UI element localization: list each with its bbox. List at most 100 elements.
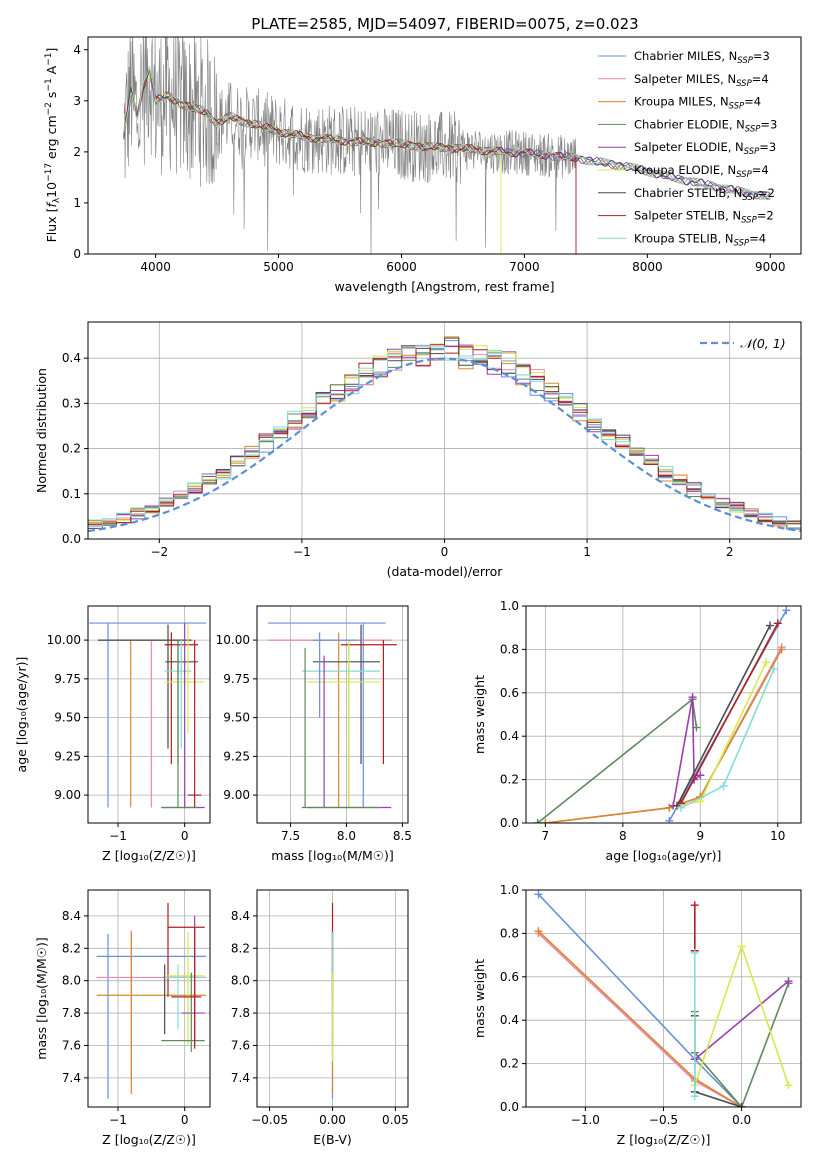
y-tick-label: 8.2 bbox=[231, 941, 250, 955]
legend-subscript: SSP bbox=[729, 102, 745, 112]
y-tick-label: 10.00 bbox=[47, 633, 81, 647]
y-tick-label: 1 bbox=[73, 196, 81, 210]
x-tick-label: 4000 bbox=[140, 260, 171, 274]
x-axis-label: wavelength [Angstrom, rest frame] bbox=[334, 279, 554, 294]
y-tick-label: 9.25 bbox=[223, 749, 250, 763]
y-tick-label: 7.6 bbox=[62, 1038, 81, 1052]
y-tick-label: 0.0 bbox=[500, 816, 519, 830]
legend-entry: Salpeter ELODIE, NSSP=3 bbox=[634, 140, 776, 157]
y-tick-label: 0.1 bbox=[62, 487, 81, 501]
y-tick-label: 0.6 bbox=[500, 970, 519, 984]
axes-frame bbox=[256, 605, 409, 824]
legend-entry: Kroupa MILES, NSSP=4 bbox=[634, 95, 761, 112]
legend-subscript: SSP bbox=[736, 79, 752, 89]
plot-area bbox=[96, 902, 206, 1099]
x-tick-label: 0.00 bbox=[319, 1113, 346, 1127]
grid bbox=[88, 606, 210, 823]
x-axis-label: Z [log₁₀(Z/Z☉)] bbox=[102, 848, 196, 863]
x-tick-label: 0 bbox=[181, 1113, 189, 1127]
y-tick-label: 1.0 bbox=[500, 883, 519, 897]
legend-subscript: SSP bbox=[741, 216, 757, 226]
massweight-vs-metallicity-panel: −1.0 −0.5 0.0 0.0 0.2 0.4 0.6 0.8 1.0 Z [log₁₀(Z/… bbox=[472, 883, 802, 1147]
y-tick-label: 10.00 bbox=[216, 633, 250, 647]
y-axis-label-part: s bbox=[44, 92, 59, 103]
y-axis-label-part: erg cm bbox=[44, 115, 59, 163]
y-axis-label-part: ] bbox=[44, 48, 59, 53]
legend-entry: Chabrier MILES, NSSP=3 bbox=[634, 49, 770, 66]
mass-vs-metallicity-panel: −1 0 7.4 7.6 7.8 8.0 8.2 8.4 Z [log₁₀(Z/Z☉)] mass… bbox=[34, 889, 211, 1147]
legend-series-name: Salpeter ELODIE, N bbox=[634, 140, 744, 154]
x-tick-label: 9 bbox=[696, 829, 704, 843]
y-tick-label: 7.4 bbox=[62, 1071, 81, 1085]
figure-title: PLATE=2585, MJD=54097, FIBERID=0075, z=0… bbox=[251, 15, 638, 33]
series-marker bbox=[769, 664, 778, 673]
y-tick-label: 4 bbox=[73, 43, 81, 57]
x-tick-label: 0 bbox=[181, 829, 189, 843]
age-vs-metallicity-panel: −1 0 9.00 9.25 9.50 9.75 10.00 Z [log₁₀(Z/Z☉)] a… bbox=[14, 605, 211, 863]
x-tick-label: 0.05 bbox=[382, 1113, 409, 1127]
legend-subscript: SSP bbox=[742, 193, 758, 203]
y-axis-label: Normed distribution bbox=[34, 368, 49, 493]
x-tick-label: −0.05 bbox=[251, 1113, 288, 1127]
y-axis-label: age [log₁₀(age/yr)] bbox=[14, 657, 29, 773]
y-tick-label: 0.6 bbox=[500, 686, 519, 700]
plot-area bbox=[533, 606, 791, 823]
y-tick-label: 0.2 bbox=[500, 773, 519, 787]
legend-series-name: Kroupa ELODIE, N bbox=[634, 163, 736, 177]
age-vs-mass-panel: 7.5 8.0 8.5 9.00 9.25 9.50 9.75 10.00 mass [log₁… bbox=[216, 605, 412, 863]
y-tick-label: 9.00 bbox=[223, 788, 250, 802]
series-marker bbox=[534, 890, 543, 899]
x-tick-label: 1 bbox=[583, 545, 591, 559]
data-spectrum-line bbox=[123, 37, 577, 254]
y-tick-label: 9.50 bbox=[54, 711, 81, 725]
x-tick-label: 8.0 bbox=[337, 829, 356, 843]
series-marker bbox=[665, 816, 674, 823]
grid bbox=[257, 606, 408, 823]
x-tick-label: 7.5 bbox=[281, 829, 300, 843]
x-axis-label: (data-model)/error bbox=[387, 564, 504, 579]
x-axis-label: mass [log₁₀(M/M☉)] bbox=[271, 848, 393, 863]
axes-frame bbox=[87, 889, 211, 1108]
legend-nssp-value: =4 bbox=[744, 95, 761, 109]
series-marker bbox=[784, 1081, 793, 1090]
y-tick-label: 7.8 bbox=[62, 1006, 81, 1020]
x-tick-label: 7000 bbox=[509, 260, 540, 274]
y-tick-label: 3 bbox=[73, 94, 81, 108]
axes-frame bbox=[87, 36, 802, 255]
legend-nssp-value: =3 bbox=[759, 140, 776, 154]
y-tick-label: 0.0 bbox=[62, 532, 81, 546]
x-axis-label: Z [log₁₀(Z/Z☉)] bbox=[617, 1132, 711, 1147]
plot-area bbox=[88, 336, 801, 533]
legend-series-name: Salpeter STELIB, N bbox=[634, 209, 741, 223]
x-tick-label: −1 bbox=[109, 829, 127, 843]
grid bbox=[526, 605, 801, 824]
series-line-salpeter-elodie bbox=[694, 980, 790, 1060]
residuals-panel: −2 −1 0 1 2 0.0 0.1 0.2 0.3 0.4 (data-model)/error… bbox=[34, 321, 802, 579]
series-marker bbox=[534, 927, 543, 936]
x-axis-label: age [log₁₀(age/yr)] bbox=[606, 848, 722, 863]
x-tick-label: −1 bbox=[293, 545, 311, 559]
plot-area bbox=[268, 622, 397, 809]
legend-series-name: Chabrier STELIB, N bbox=[634, 186, 742, 200]
x-tick-label: 7 bbox=[542, 829, 550, 843]
y-tick-label: 7.4 bbox=[231, 1071, 250, 1085]
y-tick-label: 1.0 bbox=[500, 599, 519, 613]
y-axis-label: mass weight bbox=[472, 675, 487, 754]
y-tick-label: 0.8 bbox=[500, 642, 519, 656]
axes-frame bbox=[87, 605, 211, 824]
series-marker bbox=[690, 901, 699, 910]
y-tick-label: 8.4 bbox=[231, 909, 250, 923]
y-tick-label: 0.2 bbox=[500, 1057, 519, 1071]
y-axis-label-part: f bbox=[44, 202, 59, 208]
y-tick-label: 8.2 bbox=[62, 941, 81, 955]
series-marker bbox=[533, 819, 542, 823]
series-marker bbox=[737, 942, 746, 951]
y-tick-label: 0.4 bbox=[500, 729, 519, 743]
y-axis-label-part: λ bbox=[52, 197, 62, 203]
y-tick-label: 0.0 bbox=[500, 1100, 519, 1114]
series-marker bbox=[676, 803, 685, 812]
series-marker bbox=[690, 948, 699, 957]
legend-entry: Salpeter STELIB, NSSP=2 bbox=[634, 209, 774, 226]
x-tick-label: −0.5 bbox=[649, 1113, 678, 1127]
legend-subscript: SSP bbox=[744, 147, 760, 157]
